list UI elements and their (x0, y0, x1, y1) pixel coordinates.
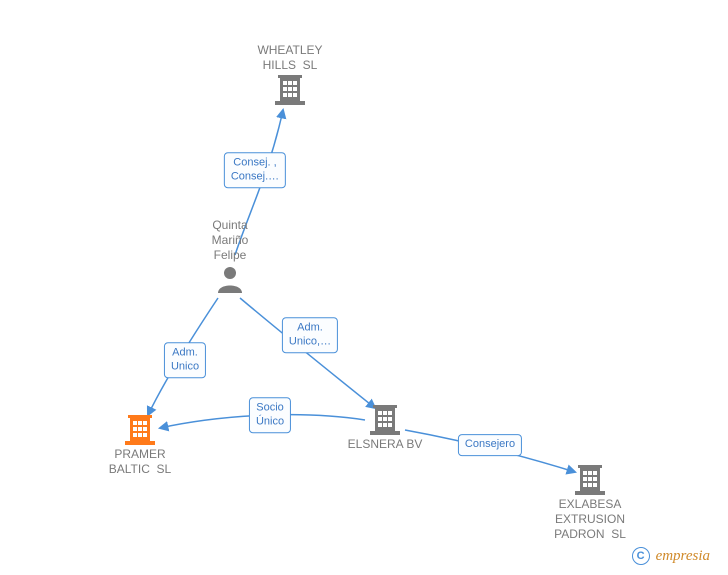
edge-label-elsnera-exlabesa: Consejero (458, 434, 522, 456)
building-icon (273, 73, 307, 107)
edge-label-quinta-elsnera: Adm. Unico,… (282, 317, 338, 353)
node-label: ELSNERA BV (345, 437, 425, 452)
node-label: WHEATLEY HILLS SL (250, 43, 330, 73)
building-icon (368, 403, 402, 437)
building-icon (573, 463, 607, 497)
node-label: EXLABESA EXTRUSION PADRON SL (550, 497, 630, 542)
edge-label-quinta-pramer: Adm. Unico (164, 342, 206, 378)
building-icon (123, 413, 157, 447)
watermark: C empresia (632, 547, 710, 565)
node-wheatley-hills[interactable]: WHEATLEY HILLS SL (250, 43, 330, 107)
node-elsnera-bv[interactable]: ELSNERA BV (345, 403, 425, 452)
person-icon (214, 263, 246, 295)
node-label: Quinta Mariño Felipe (190, 218, 270, 263)
edge-label-elsnera-pramer: Socio Único (249, 397, 291, 433)
node-pramer-baltic[interactable]: PRAMER BALTIC SL (100, 413, 180, 477)
edge-label-quinta-wheatley: Consej. , Consej.… (224, 152, 286, 188)
copyright-icon: C (632, 547, 650, 565)
node-quinta-marino-felipe[interactable]: Quinta Mariño Felipe (190, 218, 270, 295)
diagram-canvas: WHEATLEY HILLS SL Quinta Mariño Felipe P… (0, 0, 728, 575)
brand-text: empresia (656, 548, 710, 565)
node-label: PRAMER BALTIC SL (100, 447, 180, 477)
node-exlabesa-extrusion[interactable]: EXLABESA EXTRUSION PADRON SL (550, 463, 630, 542)
